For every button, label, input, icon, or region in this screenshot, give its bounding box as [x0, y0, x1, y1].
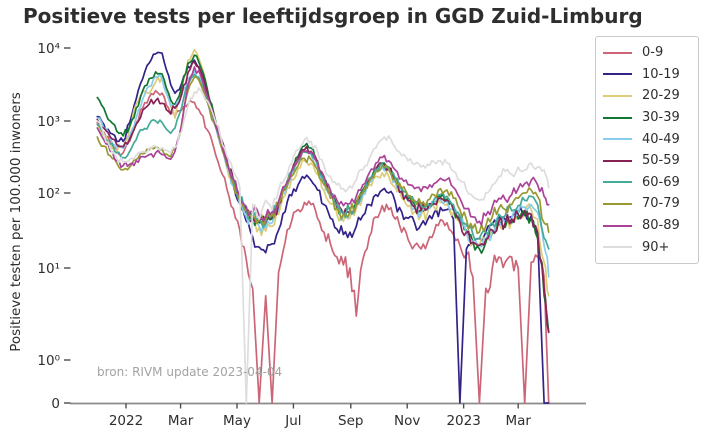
legend-entry: 0-9: [596, 42, 698, 64]
legend-line-swatch: [603, 116, 632, 119]
legend-entry: 40-49: [596, 128, 698, 150]
legend-label: 0-9: [642, 45, 664, 61]
legend-entry: 50-59: [596, 150, 698, 172]
source-annotation: bron: RIVM update 2023-04-04: [97, 365, 283, 379]
legend-line-swatch: [603, 51, 632, 54]
x-tick-label: 2023: [446, 413, 480, 429]
legend-line-swatch: [603, 224, 632, 227]
legend-label: 70-79: [642, 196, 680, 212]
legend-entry: 80-89: [596, 215, 698, 237]
legend-label: 30-39: [642, 110, 680, 126]
legend-entry: 10-19: [596, 64, 698, 86]
chart-title: Positieve tests per leeftijdsgroep in GG…: [23, 4, 643, 28]
series-line-10-19: [96, 51, 550, 404]
legend-entry: 70-79: [596, 193, 698, 215]
x-tick-label: May: [223, 413, 251, 429]
legend-entry: 90+: [596, 236, 698, 258]
series-line-90+: [96, 87, 550, 404]
x-tick-label: Nov: [394, 413, 420, 429]
legend: 0-9 10-19 20-29 30-39 40-49 50-59 60-69 70-79 80…: [595, 36, 699, 264]
legend-label: 50-59: [642, 153, 680, 169]
legend-line-swatch: [603, 73, 632, 76]
x-tick-label: Mar: [505, 413, 531, 429]
legend-entry: 20-29: [596, 85, 698, 107]
series-line-0-9: [96, 89, 550, 404]
legend-line-swatch: [603, 202, 632, 205]
legend-line-swatch: [603, 138, 632, 141]
legend-line-swatch: [603, 181, 632, 184]
x-tick-label: Jul: [284, 413, 301, 429]
legend-label: 90+: [642, 239, 670, 255]
y-tick-label: 10¹: [37, 261, 60, 277]
y-tick-label: 10³: [37, 114, 60, 130]
legend-entry: 30-39: [596, 107, 698, 129]
x-tick-label: 2022: [109, 413, 143, 429]
legend-line-swatch: [603, 246, 632, 249]
y-tick-label: 10⁴: [37, 41, 60, 57]
legend-label: 60-69: [642, 174, 680, 190]
x-tick-label: Sep: [338, 413, 363, 429]
legend-label: 80-89: [642, 218, 680, 234]
series-line-60-69: [96, 73, 550, 250]
y-tick-label: 10⁰: [37, 353, 60, 369]
legend-label: 20-29: [642, 88, 680, 104]
x-tick-label: Mar: [168, 413, 194, 429]
legend-line-swatch: [603, 94, 632, 97]
y-tick-label: 0: [51, 396, 60, 412]
y-tick-label: 10²: [37, 186, 60, 202]
legend-line-swatch: [603, 159, 632, 162]
series-line-80-89: [96, 66, 550, 226]
legend-entry: 60-69: [596, 172, 698, 194]
legend-label: 40-49: [642, 131, 680, 147]
legend-label: 10-19: [642, 66, 680, 82]
